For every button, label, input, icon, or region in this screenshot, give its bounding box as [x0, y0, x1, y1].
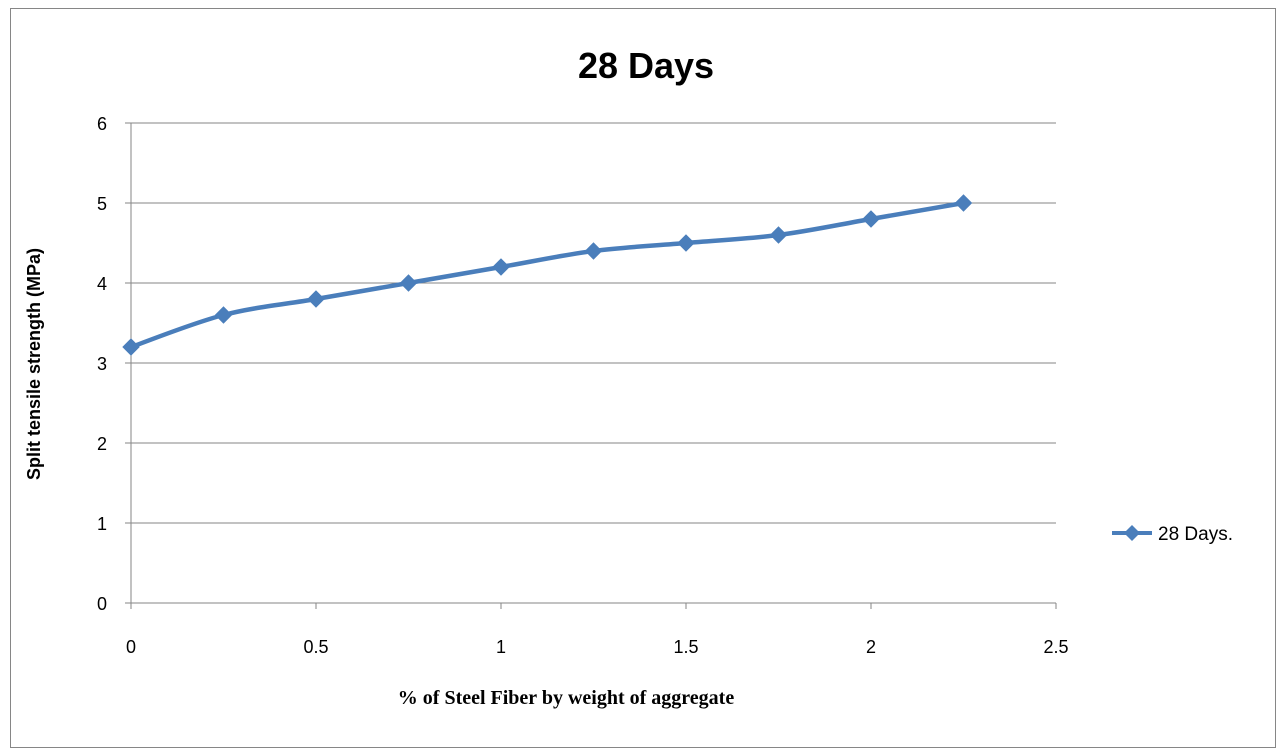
axes	[125, 122, 1057, 609]
data-point-diamond	[399, 274, 418, 292]
data-point-diamond	[214, 306, 233, 324]
x-tick-label: 0	[126, 637, 136, 657]
y-tick-labels: 0 1 2 3 4 5 6	[97, 114, 107, 614]
data-point-diamond	[769, 226, 788, 244]
gridlines	[131, 122, 1056, 524]
data-point-diamond	[677, 234, 695, 252]
legend-diamond-icon	[1124, 525, 1140, 541]
data-point-diamond	[862, 210, 880, 228]
y-tick-label: 0	[97, 594, 107, 614]
x-tick-label: 0.5	[303, 637, 328, 657]
legend-label: 28 Days.	[1158, 524, 1233, 545]
x-tick-label: 1	[496, 637, 506, 657]
chart-title: 28 Days	[578, 45, 714, 86]
y-tick-label: 2	[97, 434, 107, 454]
x-tick-labels: 0 0.5 1 1.5 2 2.5	[126, 637, 1069, 657]
legend: 28 Days.	[1112, 524, 1233, 545]
y-tick-label: 5	[97, 194, 107, 214]
y-tick-label: 3	[97, 354, 107, 374]
data-point-diamond	[122, 338, 140, 356]
series-line	[130, 200, 964, 350]
x-tick-label: 2.5	[1043, 637, 1068, 657]
x-axis-label: % of Steel Fiber by weight of aggregate	[398, 687, 735, 709]
x-tick-label: 1.5	[673, 637, 698, 657]
y-tick-label: 6	[97, 114, 107, 134]
y-axis-label: Split tensile strength (MPa)	[24, 248, 44, 480]
series-group	[122, 194, 973, 356]
data-point-diamond	[584, 242, 603, 260]
x-tick-label: 2	[866, 637, 876, 657]
y-tick-label: 4	[97, 274, 107, 294]
data-point-diamond	[492, 258, 510, 276]
y-tick-label: 1	[97, 514, 107, 534]
data-point-diamond	[954, 194, 973, 212]
data-point-diamond	[307, 290, 325, 308]
chart-frame	[10, 8, 1276, 748]
